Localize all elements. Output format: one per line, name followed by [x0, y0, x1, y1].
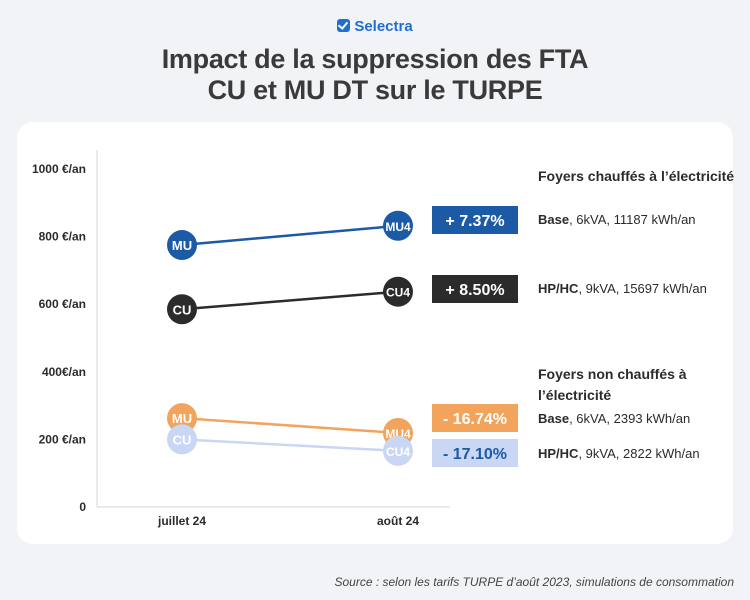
legend-heated: Foyers chauffés à l’électricité — [538, 166, 738, 187]
legend-heated-hphc-detail: , 9kVA, 15697 kWh/an — [578, 281, 707, 296]
change-badge-mu_heated — [432, 206, 518, 234]
title-line-1: Impact de la suppression des FTA — [161, 44, 589, 74]
point-label-cu_non-end: CU4 — [386, 445, 410, 459]
point-label-cu_heated-end: CU4 — [386, 286, 410, 300]
legend-non-heated-title: Foyers non chauffés à l’électricité — [538, 366, 687, 403]
series-line-mu_non — [181, 416, 399, 435]
point-mu_non-start — [167, 403, 197, 434]
point-cu_non-end — [383, 435, 413, 466]
point-label-cu_heated-start: CU — [173, 302, 192, 317]
series-line-cu_non — [181, 438, 399, 453]
brand-name: Selectra — [354, 18, 413, 35]
y-tick-label-3: 600 €/an — [39, 297, 86, 311]
brand-logo: Selectra — [0, 18, 750, 35]
legend-heated-base-detail: , 6kVA, 11187 kWh/an — [569, 212, 696, 227]
change-label-cu_heated: + 8.50% — [445, 282, 504, 299]
chart-card — [17, 122, 733, 544]
point-label-mu_non-start: MU — [172, 411, 192, 426]
legend-heated-hphc: HP/HC, 9kVA, 15697 kWh/an — [538, 281, 738, 296]
point-label-mu_heated-end: MU4 — [385, 220, 411, 234]
legend-non-base-tariff: Base — [538, 411, 570, 426]
point-mu_heated-start — [167, 230, 197, 261]
change-badge-cu_heated — [432, 275, 518, 303]
point-cu_heated-start — [167, 294, 197, 325]
x-tick-label-0: juillet 24 — [157, 514, 206, 528]
checkmark-icon — [337, 19, 351, 32]
change-label-mu_heated: + 7.37% — [445, 213, 504, 230]
legend-non-hphc-detail: , 9kVA, 2822 kWh/an — [578, 446, 700, 461]
point-cu_non-start — [167, 424, 197, 455]
title-line-2: CU et MU DT sur le TURPE — [207, 75, 543, 105]
legend-non-hphc: HP/HC, 9kVA, 2822 kWh/an — [538, 446, 738, 461]
legend-heated-title: Foyers chauffés à l’électricité — [538, 168, 735, 184]
chart-title: Impact de la suppression des FTA CU et M… — [0, 44, 750, 106]
change-badge-mu_non — [432, 404, 518, 432]
point-label-cu_non-start: CU — [173, 432, 192, 447]
legend-non-hphc-tariff: HP/HC — [538, 446, 579, 461]
change-badge-cu_non — [432, 439, 518, 467]
x-tick-label-1: août 24 — [377, 514, 419, 528]
y-tick-label-4: 800 €/an — [39, 230, 86, 244]
legend-non-base-detail: , 6kVA, 2393 kWh/an — [569, 411, 691, 426]
source-note: Source : selon les tarifs TURPE d’août 2… — [334, 575, 734, 589]
legend-non-base: Base, 6kVA, 2393 kWh/an — [538, 411, 738, 426]
legend-heated-base-tariff: Base — [538, 212, 570, 227]
y-tick-label-2: 400€/an — [42, 365, 86, 379]
change-label-cu_non: - 17.10% — [443, 446, 507, 463]
legend-heated-hphc-tariff: HP/HC — [538, 281, 579, 296]
y-tick-label-0: 0 — [79, 500, 86, 514]
point-cu_heated-end — [383, 276, 413, 307]
series-line-mu_heated — [181, 224, 399, 247]
point-mu_heated-end — [383, 210, 413, 241]
y-tick-label-1: 200 €/an — [39, 432, 86, 446]
legend-heated-base: Base, 6kVA, 11187 kWh/an — [538, 212, 738, 227]
point-label-mu_heated-start: MU — [172, 238, 192, 253]
y-tick-label-5: 1000 €/an — [32, 162, 86, 176]
series-line-cu_heated — [181, 290, 399, 311]
change-label-mu_non: - 16.74% — [443, 411, 507, 428]
legend-non-heated: Foyers non chauffés à l’électricité — [538, 364, 738, 406]
